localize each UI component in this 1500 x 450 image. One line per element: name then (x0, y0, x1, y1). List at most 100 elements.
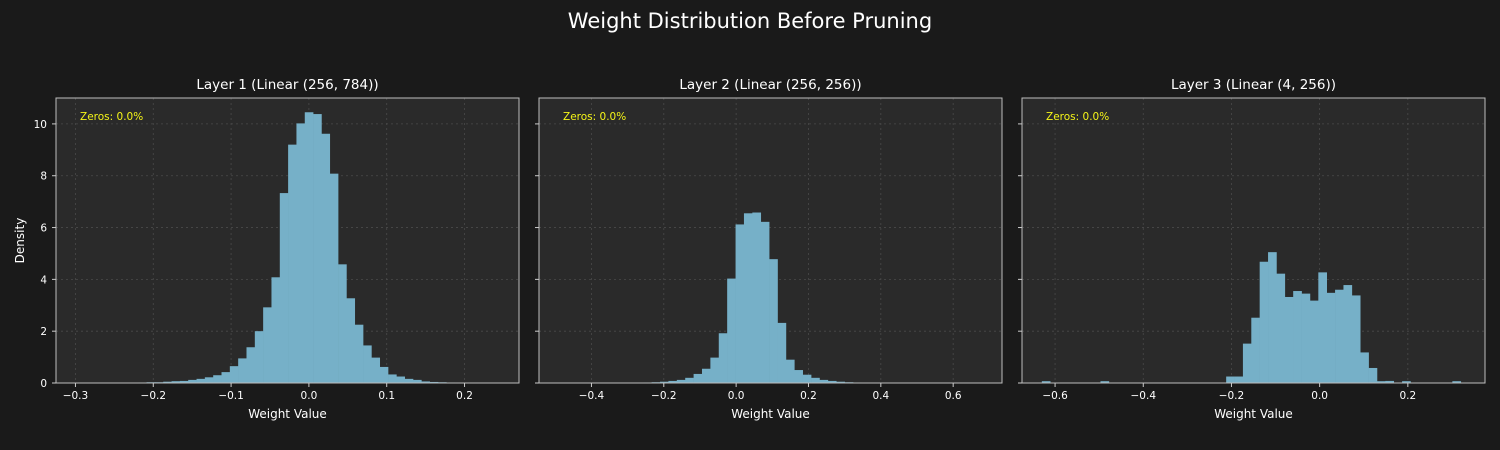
x-tick-label: 0.0 (1311, 390, 1328, 402)
histogram-bar (246, 347, 256, 383)
x-tick-label: 0.0 (728, 390, 745, 402)
histogram-bar (429, 381, 439, 383)
histogram-bar (213, 375, 222, 383)
histogram-bar (1326, 292, 1336, 383)
subplot-1: −0.3 −0.2 −0.1 0.0 0.1 0.2 0 2 4 6 8 10 Layer 1 (Lin… (13, 77, 520, 421)
histogram-bar (1234, 376, 1244, 383)
histogram-bar (296, 123, 306, 384)
histogram-bar (819, 379, 829, 383)
x-axis-label: Weight Value (1214, 407, 1293, 421)
y-tick-label: 4 (40, 274, 47, 286)
histogram-bar (794, 370, 803, 383)
histogram-bar (1351, 295, 1361, 383)
subplot-3: −0.6 −0.4 −0.2 0.0 0.2 Layer 3 (Linear (4, 25… (1018, 77, 1486, 421)
subplot-title: Layer 3 (Linear (4, 256)) (1171, 77, 1336, 93)
axes-frame (55, 97, 520, 384)
histogram-bar (379, 366, 389, 383)
x-tick-label: 0.0 (301, 390, 318, 402)
histogram-bar (271, 277, 281, 383)
histogram-bar (221, 372, 231, 383)
histogram-bar (777, 322, 787, 383)
histogram-bar (1376, 381, 1386, 383)
zeros-annotation: Zeros: 0.0% (1046, 111, 1109, 123)
histogram-bar (1385, 380, 1395, 383)
x-tick-label: 0.6 (945, 390, 962, 402)
histogram-bar (396, 376, 405, 383)
histogram-bar (421, 381, 430, 383)
histogram-bar (1360, 352, 1369, 383)
histogram-bar (1276, 273, 1286, 383)
x-tick-label: −0.1 (218, 390, 244, 402)
x-tick-label: −0.2 (1219, 390, 1245, 402)
histogram-bar (229, 366, 239, 383)
x-axis-label: Weight Value (731, 407, 810, 421)
histogram-bar (676, 379, 686, 383)
histogram-bar (354, 324, 364, 383)
histogram-bar (811, 377, 820, 383)
x-tick-label: −0.2 (651, 390, 677, 402)
histogram-bar (1242, 343, 1252, 383)
histogram-bar (1452, 381, 1462, 383)
x-tick-label: −0.6 (1042, 390, 1068, 402)
y-tick-label: 2 (40, 326, 47, 338)
x-axis-label: Weight Value (248, 407, 327, 421)
histogram-bar (1251, 317, 1260, 383)
histogram-bar (769, 259, 778, 383)
subplot-2: −0.4 −0.2 0.0 0.2 0.4 0.6 Layer 2 (Linear (256… (535, 77, 1003, 421)
axes-frame (1021, 97, 1486, 384)
histogram-bar (836, 381, 845, 383)
histogram-bar (668, 380, 678, 383)
histogram-bar (1226, 376, 1235, 383)
x-tick-label: 0.2 (456, 390, 473, 402)
x-tick-label: −0.3 (63, 390, 89, 402)
histogram-bar (1268, 252, 1277, 383)
histogram-bar (304, 112, 314, 383)
histogram-bar (413, 379, 422, 383)
histogram-bar (388, 374, 397, 383)
histogram-bar (743, 213, 753, 383)
subplot-title: Layer 1 (Linear (256, 784)) (196, 77, 378, 93)
histogram-bar (1259, 261, 1269, 383)
histogram-bar (288, 144, 297, 383)
x-tick-label: 0.2 (800, 390, 817, 402)
y-axis-label: Density (13, 218, 27, 264)
histogram-bar (802, 374, 812, 383)
y-tick-label: 0 (40, 378, 47, 390)
histogram-bar (329, 173, 339, 383)
histogram-bar (752, 212, 762, 383)
histogram-bar (701, 368, 711, 383)
histogram-bar (1309, 300, 1319, 383)
y-tick-label: 8 (40, 171, 47, 183)
zeros-annotation: Zeros: 0.0% (563, 111, 626, 123)
histogram-bar (188, 379, 197, 383)
axes-frame (538, 97, 1003, 384)
x-tick-label: 0.1 (378, 390, 395, 402)
subplot-title: Layer 2 (Linear (256, 256)) (679, 77, 861, 93)
histogram-bar (1402, 381, 1411, 383)
histogram-bar (238, 358, 247, 383)
figure-title: Weight Distribution Before Pruning (568, 9, 932, 33)
histogram-bar (171, 381, 181, 383)
x-tick-label: −0.4 (579, 390, 605, 402)
histogram-bar (1343, 285, 1353, 383)
histogram-bar (1293, 291, 1302, 383)
histogram-bar (346, 298, 356, 383)
x-tick-label: 0.4 (872, 390, 889, 402)
histogram-bar (404, 378, 414, 383)
histogram-bar (254, 331, 264, 383)
histogram-bar (1301, 293, 1311, 383)
histogram-bar (313, 114, 322, 384)
zeros-annotation: Zeros: 0.0% (80, 111, 143, 123)
histogram-bar (1335, 289, 1344, 383)
histogram-bar (1318, 272, 1327, 383)
histogram-bar (163, 381, 172, 383)
histogram-bar (179, 380, 189, 383)
histogram-bar (1100, 381, 1110, 383)
histogram-bar (785, 359, 795, 383)
histogram-bar (371, 357, 381, 383)
histogram-bar (1041, 381, 1051, 383)
x-tick-label: 0.2 (1399, 390, 1416, 402)
histogram-bar (710, 357, 720, 383)
histogram-bar (760, 221, 770, 383)
